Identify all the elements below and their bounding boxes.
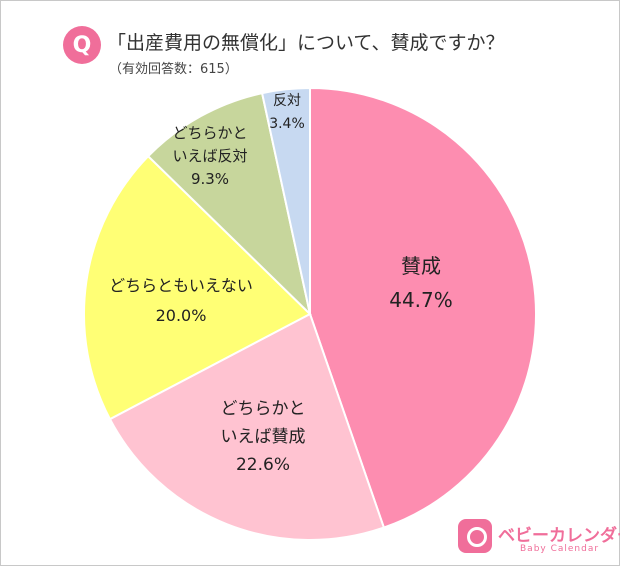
- pie-slice-5: [260, 86, 311, 315]
- brand-subtitle: Baby Calendar: [520, 544, 600, 554]
- brand-name: ベビーカレンダー: [498, 526, 620, 546]
- slice-label-4-line-2: いえば反対: [172, 147, 247, 165]
- slice-label-3-line-1: どちらともいえない: [109, 276, 253, 295]
- question-badge: Q: [63, 26, 101, 64]
- slice-label-5-line-1: 反対: [273, 93, 301, 109]
- slice-label-2-line-2: いえば賛成: [221, 427, 306, 447]
- slice-label-2-line-1: どちらかと: [221, 399, 306, 419]
- slice-value-2: 22.6%: [236, 455, 290, 475]
- slice-value-3: 20.0%: [156, 306, 207, 325]
- chart-title: 「出産費用の無償化」について、賛成ですか？: [107, 32, 505, 54]
- slice-value-5: 3.4%: [269, 116, 305, 132]
- baby-calendar-icon: [458, 519, 492, 553]
- slice-label-1-line-1: 賛成: [401, 254, 441, 278]
- brand-logo: ベビーカレンダー Baby Calendar: [458, 519, 620, 559]
- slice-label-4-line-1: どちらかと: [172, 124, 247, 142]
- response-count: （有効回答数：615）: [109, 62, 238, 77]
- pie-slice-3: [83, 154, 312, 421]
- pie-slice-4: [146, 91, 312, 318]
- slice-value-1: 44.7%: [389, 288, 453, 312]
- pie-slice-2: [108, 312, 386, 541]
- pie-slice-1: [309, 86, 537, 529]
- slice-value-4: 9.3%: [191, 170, 229, 188]
